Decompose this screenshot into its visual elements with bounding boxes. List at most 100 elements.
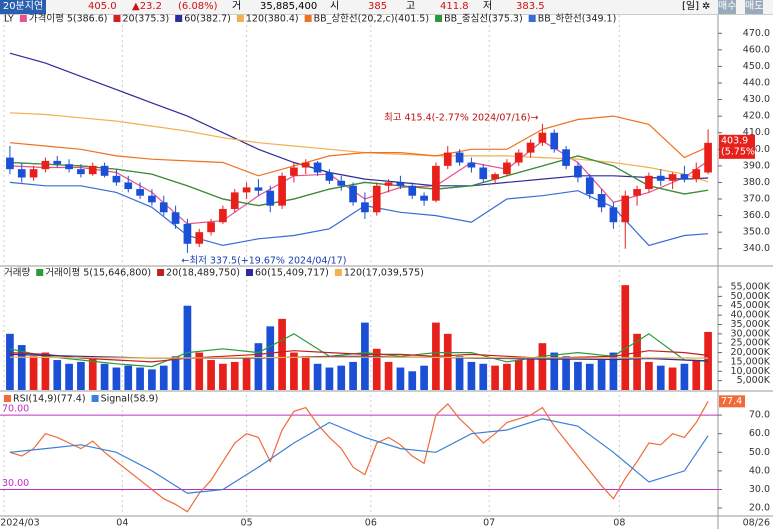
- y-tick-label: 15,000K: [731, 356, 771, 367]
- candle-body: [455, 152, 464, 163]
- candle-body: [609, 207, 618, 223]
- y-tick-label: 410.0: [743, 127, 770, 138]
- volume-bar: [17, 345, 26, 390]
- x-tick-label: 06: [365, 518, 377, 529]
- volume-bar: [29, 356, 38, 390]
- settings[interactable]: ✲: [702, 1, 711, 12]
- volume-bar: [148, 369, 156, 390]
- volume-bar: [420, 365, 428, 390]
- y-tick-label: 350.0: [743, 227, 770, 238]
- y-tick-label: 440.0: [743, 77, 770, 88]
- series-line: [9, 112, 709, 183]
- volume-bar: [479, 363, 488, 390]
- y-tick-label: 390.0: [743, 160, 770, 171]
- volume-bar: [668, 367, 677, 390]
- volume-bar: [562, 356, 570, 390]
- candle-body: [704, 142, 712, 173]
- legend-label: 120(380.4): [246, 14, 299, 25]
- volume-bar: [514, 360, 523, 390]
- legend-label: 120(17,039,575): [344, 268, 424, 279]
- annotation: ←최저 337.5(+19.67% 2024/04/17): [181, 255, 346, 266]
- candle-body: [574, 165, 582, 178]
- y-tick-label: 50,000K: [731, 291, 771, 302]
- legend-label: BB_상한선(20,2,c)(401.5): [314, 14, 429, 25]
- volume-bar: [526, 358, 535, 390]
- candle-body: [266, 190, 275, 206]
- candle-body: [361, 202, 369, 213]
- price-label: 403.9: [721, 135, 748, 146]
- volume-bar: [65, 363, 73, 390]
- annotation: 최고 415.4(-2.77% 2024/07/16)→: [384, 112, 538, 123]
- series-line: [9, 52, 709, 187]
- buy[interactable]: 매수: [718, 0, 737, 14]
- legend-swatch: [91, 395, 99, 402]
- legend-label: BB_하한선(349.1): [538, 13, 617, 25]
- volume-bar: [597, 360, 606, 390]
- volume-bar: [290, 352, 298, 390]
- volume-bar: [313, 363, 322, 390]
- y-tick-label: 55,000K: [731, 282, 771, 293]
- candle-body: [6, 157, 14, 170]
- volume-bar: [183, 305, 192, 390]
- y-tick-label: 400.0: [743, 144, 770, 155]
- candle-body: [467, 162, 476, 168]
- x-tick-label: 05: [241, 518, 253, 529]
- candle-body: [384, 182, 393, 186]
- y-tick-label: 70.0: [749, 410, 770, 421]
- volume-bar: [645, 361, 653, 390]
- volume-bar: [656, 365, 665, 390]
- sell[interactable]: 매도: [745, 0, 764, 14]
- candle-body: [278, 175, 286, 206]
- legend-swatch: [245, 269, 253, 276]
- legend-swatch: [19, 15, 27, 22]
- change-label: (5.75%): [721, 146, 759, 157]
- header: 20분지연 405.0 ▲23.2 (6.08%) 거 35,885,400 시…: [0, 0, 773, 15]
- volume-bar: [574, 361, 582, 390]
- candle-body: [443, 152, 452, 166]
- volume-bar: [41, 352, 50, 390]
- delay: 20분지연: [0, 0, 46, 14]
- open: 385: [368, 1, 388, 12]
- volume-bar: [349, 361, 357, 390]
- candle-body: [100, 165, 109, 176]
- volume-bar: [159, 365, 168, 390]
- period[interactable]: [일]: [682, 1, 700, 12]
- volume-bar: [230, 361, 239, 390]
- volume-bar: [384, 361, 393, 390]
- volume-bar: [585, 363, 594, 390]
- candle-body: [112, 175, 121, 183]
- candle-body: [88, 165, 97, 175]
- volume-bar: [77, 361, 85, 390]
- series-line: [9, 401, 709, 513]
- y-tick-label: 10,000K: [731, 366, 771, 377]
- volume-bar: [372, 348, 381, 390]
- y-tick-label: 45,000K: [731, 300, 771, 311]
- candle-body: [290, 167, 298, 176]
- volume-bar: [467, 361, 476, 390]
- label: 저: [483, 1, 493, 12]
- legend-swatch: [36, 269, 44, 276]
- candle-body: [585, 177, 594, 195]
- legend-swatch: [236, 15, 244, 22]
- legend-swatch: [304, 15, 312, 22]
- volume-bar: [53, 360, 62, 390]
- legend-swatch: [334, 269, 342, 276]
- volume-bar: [609, 352, 618, 390]
- volume-bar: [254, 343, 263, 390]
- candle-body: [538, 132, 547, 143]
- volume-bar: [443, 333, 452, 390]
- candle-body: [621, 195, 630, 223]
- candle-body: [29, 169, 38, 178]
- candle-body: [65, 164, 73, 170]
- label: 거: [232, 1, 242, 12]
- change: ▲23.2: [132, 1, 162, 12]
- candle-body: [195, 232, 204, 244]
- candle-body: [514, 152, 523, 163]
- y-tick-label: 430.0: [743, 94, 770, 105]
- candle-body: [645, 175, 653, 190]
- candle-body: [597, 194, 606, 208]
- volume-bar: [136, 367, 144, 390]
- volume-bar: [408, 371, 417, 390]
- volume-bar: [692, 360, 701, 390]
- volume-bar: [325, 367, 334, 390]
